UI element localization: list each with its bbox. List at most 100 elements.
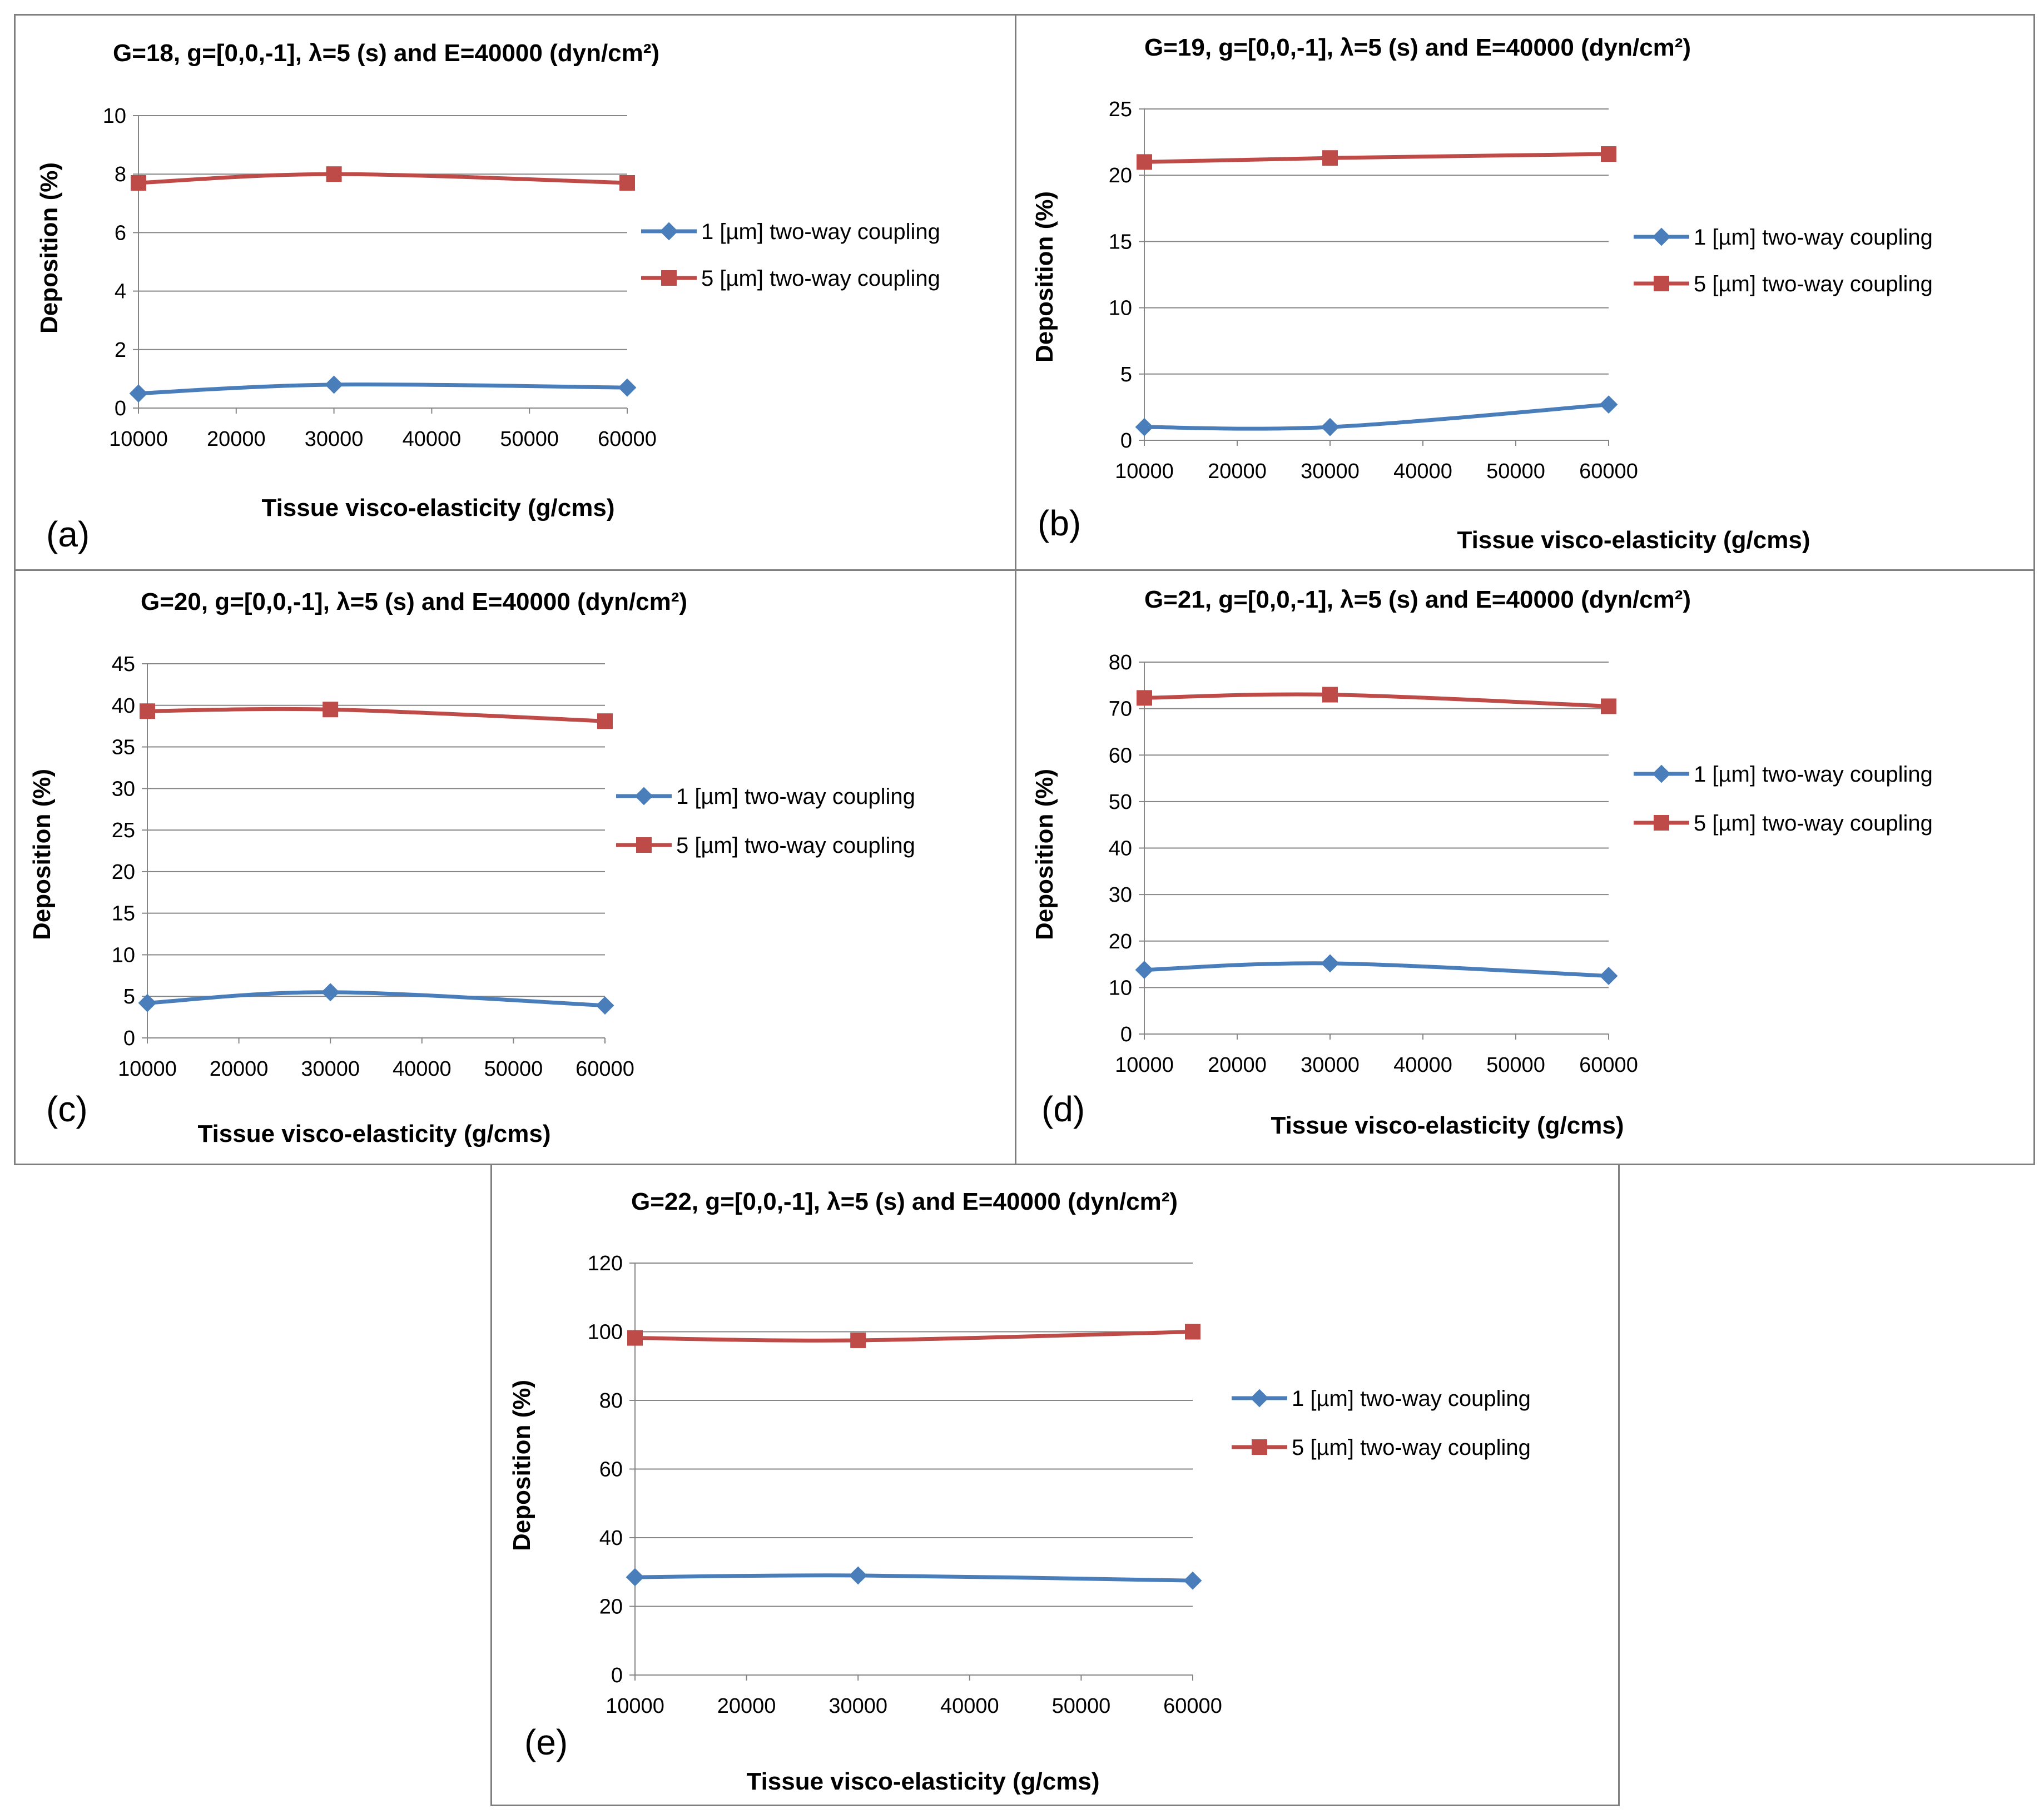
legend-label: 5 [µm] two-way coupling	[1292, 1435, 1531, 1460]
y-tick-label: 45	[112, 653, 135, 676]
data-point	[129, 384, 148, 403]
y-axis-title: Deposition (%)	[1031, 191, 1058, 362]
panel-label: (b)	[1038, 503, 1081, 543]
y-tick-label: 30	[1109, 883, 1132, 907]
chart-title: G=19, g=[0,0,-1], λ=5 (s) and E=40000 (d…	[1144, 34, 1691, 61]
y-tick-label: 60	[599, 1458, 623, 1482]
series-line	[147, 990, 606, 1008]
data-point	[1601, 698, 1616, 714]
data-point	[323, 702, 339, 718]
y-tick-label: 5	[123, 985, 135, 1008]
x-tick-label: 40000	[1393, 460, 1452, 483]
data-point	[1321, 418, 1339, 436]
legend-label: 1 [µm] two-way coupling	[1694, 225, 1933, 250]
chart-title: G=21, g=[0,0,-1], λ=5 (s) and E=40000 (d…	[1144, 586, 1691, 613]
y-tick-label: 15	[1109, 230, 1132, 254]
x-axis-title: Tissue visco-elasticity (g/cms)	[1457, 526, 1810, 554]
data-point	[619, 175, 635, 191]
data-point	[138, 993, 157, 1012]
legend-label: 5 [µm] two-way coupling	[701, 266, 940, 291]
legend-label: 5 [µm] two-way coupling	[1694, 272, 1933, 296]
legend-marker	[634, 787, 653, 806]
legend-label: 1 [µm] two-way coupling	[676, 784, 915, 809]
chart-panel-b: G=19, g=[0,0,-1], λ=5 (s) and E=40000 (d…	[1015, 14, 2035, 571]
y-axis-title: Deposition (%)	[36, 162, 63, 334]
legend-marker	[659, 222, 678, 241]
x-tick-label: 40000	[1393, 1053, 1452, 1077]
x-tick-label: 30000	[1301, 460, 1360, 483]
chart-title: G=18, g=[0,0,-1], λ=5 (s) and E=40000 (d…	[113, 39, 659, 67]
y-tick-label: 0	[611, 1664, 623, 1687]
x-tick-label: 20000	[210, 1057, 269, 1081]
legend-marker	[1250, 1389, 1269, 1408]
data-point	[618, 378, 637, 397]
chart-panel-a: G=18, g=[0,0,-1], λ=5 (s) and E=40000 (d…	[14, 14, 1016, 571]
legend-marker	[1652, 764, 1671, 783]
series-line	[634, 1573, 1193, 1583]
x-tick-label: 20000	[1208, 460, 1267, 483]
y-tick-label: 40	[599, 1527, 623, 1550]
series-line	[1144, 152, 1609, 164]
y-tick-label: 20	[112, 861, 135, 884]
data-point	[131, 175, 146, 191]
x-tick-label: 50000	[500, 428, 559, 451]
x-tick-label: 20000	[1208, 1053, 1267, 1077]
legend-label: 1 [µm] two-way coupling	[1694, 762, 1933, 787]
data-point	[627, 1330, 643, 1346]
y-tick-label: 15	[112, 902, 135, 926]
x-tick-label: 10000	[1115, 460, 1174, 483]
x-axis-title: Tissue visco-elasticity (g/cms)	[261, 494, 614, 521]
x-tick-label: 60000	[598, 428, 657, 451]
y-tick-label: 25	[112, 819, 135, 842]
y-axis-title: Deposition (%)	[28, 769, 56, 940]
data-point	[140, 703, 155, 719]
y-tick-label: 120	[588, 1252, 623, 1275]
y-tick-label: 80	[599, 1389, 623, 1413]
series-line	[138, 382, 628, 396]
y-tick-label: 100	[588, 1321, 623, 1344]
x-tick-label: 10000	[1115, 1053, 1174, 1077]
data-point	[1601, 146, 1616, 162]
chart-panel-c: G=20, g=[0,0,-1], λ=5 (s) and E=40000 (d…	[14, 569, 1016, 1165]
y-tick-label: 50	[1109, 791, 1132, 814]
y-axis-title: Deposition (%)	[1031, 769, 1058, 940]
chart-title: G=20, g=[0,0,-1], λ=5 (s) and E=40000 (d…	[141, 588, 687, 615]
y-tick-label: 4	[115, 280, 126, 304]
x-tick-label: 50000	[484, 1057, 543, 1081]
legend-label: 1 [µm] two-way coupling	[1292, 1386, 1531, 1411]
legend-marker	[1652, 227, 1671, 246]
x-axis-title: Tissue visco-elasticity (g/cms)	[1271, 1112, 1624, 1139]
data-point	[1137, 690, 1152, 706]
y-tick-label: 2	[115, 339, 126, 362]
x-tick-label: 60000	[1579, 1053, 1638, 1077]
data-point	[1183, 1571, 1202, 1590]
panel-label: (d)	[1041, 1089, 1085, 1129]
x-tick-label: 60000	[1163, 1694, 1222, 1718]
chart-svg: G=18, g=[0,0,-1], λ=5 (s) and E=40000 (d…	[36, 39, 940, 554]
data-point	[325, 375, 344, 394]
data-point	[597, 713, 613, 729]
y-axis-title: Deposition (%)	[508, 1380, 535, 1551]
x-axis-title: Tissue visco-elasticity (g/cms)	[197, 1120, 550, 1147]
x-tick-label: 50000	[1052, 1694, 1111, 1718]
x-tick-label: 10000	[118, 1057, 177, 1081]
legend-label: 5 [µm] two-way coupling	[676, 833, 915, 858]
data-point	[1135, 961, 1154, 980]
legend-label: 5 [µm] two-way coupling	[1694, 811, 1933, 836]
y-tick-label: 40	[112, 694, 135, 718]
chart-svg: G=20, g=[0,0,-1], λ=5 (s) and E=40000 (d…	[28, 588, 915, 1147]
y-tick-label: 6	[115, 221, 126, 245]
data-point	[326, 166, 342, 182]
data-point	[626, 1568, 644, 1587]
data-point	[1321, 954, 1339, 973]
data-point	[1135, 418, 1154, 436]
y-tick-label: 35	[112, 736, 135, 759]
y-tick-label: 20	[599, 1596, 623, 1619]
panel-label: (e)	[524, 1722, 568, 1762]
x-tick-label: 40000	[393, 1057, 452, 1081]
y-tick-label: 70	[1109, 698, 1132, 721]
chart-panel-d: G=21, g=[0,0,-1], λ=5 (s) and E=40000 (d…	[1015, 569, 2035, 1165]
data-point	[1322, 687, 1338, 703]
x-tick-label: 50000	[1486, 1053, 1545, 1077]
y-tick-label: 10	[103, 105, 126, 128]
